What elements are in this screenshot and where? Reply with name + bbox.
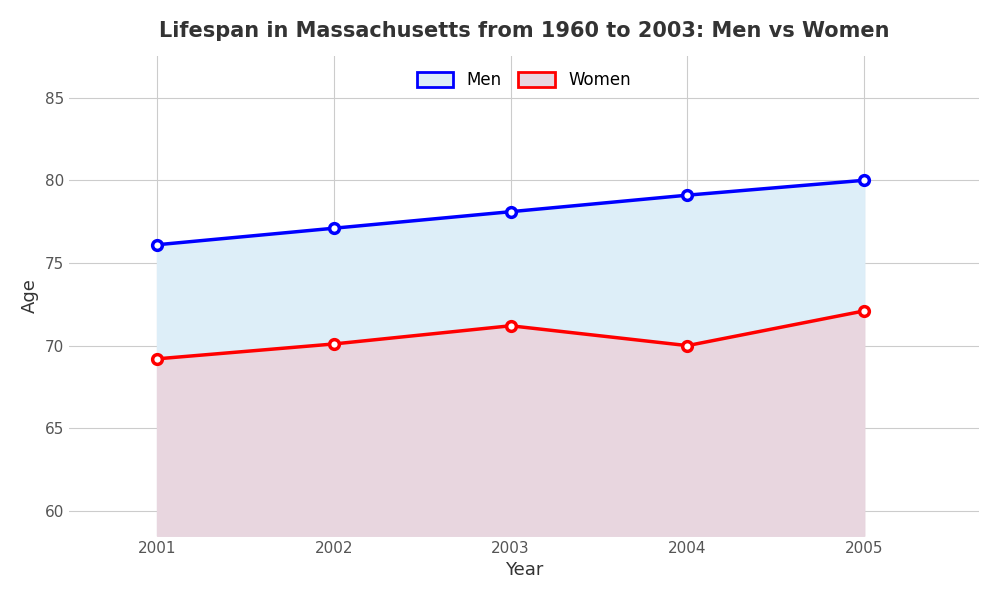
Title: Lifespan in Massachusetts from 1960 to 2003: Men vs Women: Lifespan in Massachusetts from 1960 to 2… bbox=[159, 21, 889, 41]
X-axis label: Year: Year bbox=[505, 561, 543, 579]
Legend: Men, Women: Men, Women bbox=[410, 65, 638, 96]
Y-axis label: Age: Age bbox=[21, 278, 39, 313]
